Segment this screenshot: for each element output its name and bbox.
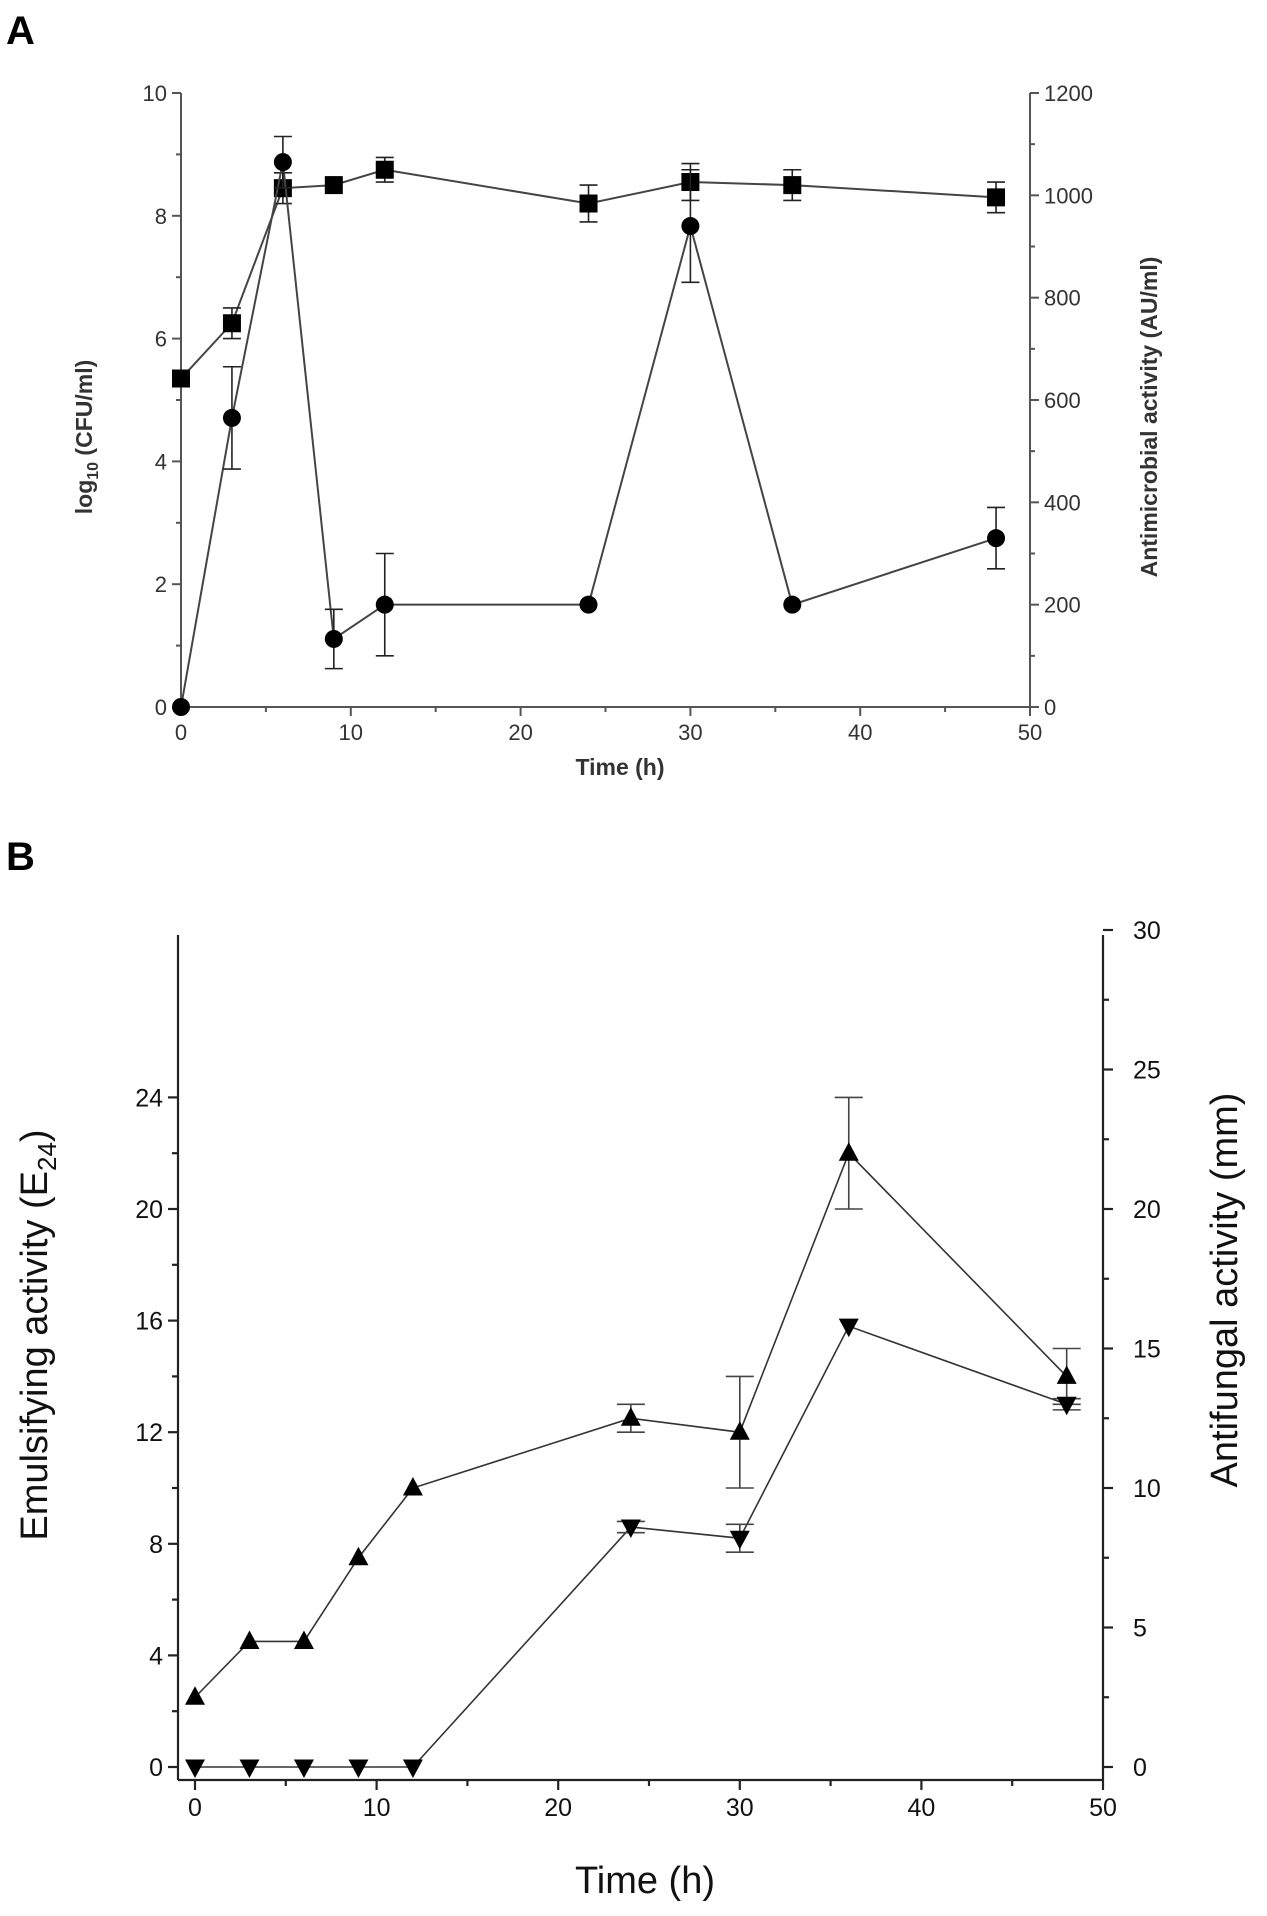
x-tick-label: 30 — [726, 1794, 754, 1822]
x-tick-label: 40 — [907, 1794, 935, 1822]
y-tick-label-right: 600 — [1044, 388, 1081, 413]
y-tick-label-left: 24 — [135, 1084, 163, 1112]
y-tick-label-right: 15 — [1133, 1336, 1161, 1364]
y-tick-label-right: 400 — [1044, 490, 1081, 515]
data-point-triangle-down — [239, 1759, 260, 1778]
data-point-circle — [783, 595, 802, 614]
y-tick-label-right: 1000 — [1044, 183, 1093, 208]
data-point-square — [375, 160, 394, 179]
data-point-circle — [987, 529, 1006, 548]
chart-b-ylabel-part: ) — [14, 1129, 56, 1142]
data-point-triangle-down — [293, 1759, 314, 1778]
data-point-square — [987, 188, 1006, 207]
data-point-square — [579, 194, 598, 213]
data-point-triangle-up — [239, 1630, 260, 1649]
chart-b-ylabel-subscript: 24 — [32, 1142, 62, 1171]
y-tick-label-right: 20 — [1133, 1196, 1161, 1224]
chart-b: 0 10 20 30 40 50 0 4 8 12 16 20 24 0 5 10 15 20 25 30 — [135, 917, 1161, 1822]
y-tick-label-right: 200 — [1044, 593, 1081, 618]
data-point-triangle-up — [402, 1477, 423, 1496]
x-tick-label: 50 — [1089, 1794, 1117, 1822]
y-tick-label-left: 0 — [149, 1754, 163, 1782]
x-tick-label: 40 — [848, 720, 872, 745]
chart-a-y2label: Antimicrobial activity (AU/ml) — [1136, 257, 1162, 578]
x-tick-label: 0 — [175, 720, 187, 745]
y-tick-label-right: 5 — [1133, 1615, 1147, 1643]
y-tick-label-right: 0 — [1133, 1754, 1147, 1782]
data-point-triangle-down — [348, 1759, 369, 1778]
chart-a-ylabel-part: (CFU/ml) — [71, 360, 97, 462]
chart-a-ylabel: log10 (CFU/ml) — [71, 360, 102, 515]
chart-b-xlabel: Time (h) — [575, 1860, 715, 1902]
y-tick-label-right: 10 — [1133, 1475, 1161, 1503]
x-tick-label: 30 — [678, 720, 702, 745]
data-point-triangle-up — [620, 1407, 641, 1426]
chart-a-xlabel: Time (h) — [575, 754, 664, 780]
y-tick-label-left: 4 — [155, 449, 167, 474]
data-point-triangle-down — [185, 1759, 205, 1778]
chart-b-ylabel: Emulsifying activity (E24) — [14, 1129, 62, 1540]
data-point-circle — [222, 408, 241, 427]
data-point-circle — [324, 629, 343, 648]
chart-a-ylabel-part: log — [71, 480, 97, 515]
data-point-triangle-up — [1056, 1365, 1077, 1384]
y-tick-label-right: 800 — [1044, 286, 1081, 311]
data-point-square — [172, 369, 190, 388]
chart-b-y2label: Antifungal activity (mm) — [1204, 1093, 1246, 1488]
y-tick-label-right: 30 — [1133, 917, 1161, 945]
data-point-triangle-up — [348, 1546, 369, 1566]
data-point-triangle-up — [838, 1142, 859, 1161]
y-tick-label-left: 4 — [149, 1642, 163, 1670]
x-tick-label: 0 — [188, 1794, 202, 1822]
y-tick-label-left: 12 — [135, 1419, 163, 1447]
y-tick-label-right: 25 — [1133, 1057, 1161, 1085]
chart-a-ylabel-subscript: 10 — [85, 462, 102, 480]
data-point-circle — [375, 595, 394, 614]
y-tick-label-right: 0 — [1044, 695, 1056, 720]
data-point-circle — [579, 595, 598, 614]
data-point-circle — [273, 153, 292, 172]
panel-letter-b: B — [6, 835, 35, 879]
x-tick-label: 20 — [508, 720, 532, 745]
series-line-circle — [180, 161, 997, 708]
x-tick-label: 50 — [1018, 720, 1042, 745]
panel-letter-a: A — [6, 9, 35, 53]
y-tick-label-left: 10 — [143, 81, 167, 106]
data-point-triangle-up — [185, 1686, 205, 1705]
data-point-circle — [172, 698, 190, 716]
data-point-triangle-up — [293, 1630, 314, 1649]
data-point-triangle-down — [729, 1530, 750, 1550]
x-tick-label: 20 — [544, 1794, 572, 1822]
x-tick-label: 10 — [339, 720, 363, 745]
y-tick-label-left: 8 — [149, 1531, 163, 1559]
y-tick-label-left: 8 — [155, 204, 167, 229]
data-point-square — [783, 176, 802, 195]
data-point-square — [222, 314, 241, 333]
data-point-triangle-down — [620, 1519, 641, 1539]
y-tick-label-left: 0 — [155, 695, 167, 720]
data-point-triangle-down — [1056, 1396, 1077, 1416]
data-point-square — [324, 176, 343, 195]
data-point-triangle-down — [402, 1759, 423, 1778]
y-tick-label-left: 6 — [155, 327, 167, 352]
data-point-triangle-down — [838, 1318, 859, 1338]
series-line-triangle-down — [195, 1325, 1067, 1768]
x-tick-label: 10 — [363, 1794, 391, 1822]
chart-b-ylabel-part: Emulsifying activity (E — [14, 1171, 56, 1541]
y-tick-label-left: 16 — [135, 1308, 163, 1336]
y-tick-label-left: 20 — [135, 1196, 163, 1224]
y-tick-label-left: 2 — [155, 572, 167, 597]
y-tick-label-right: 1200 — [1044, 81, 1093, 106]
data-point-circle — [681, 217, 700, 236]
data-point-triangle-up — [729, 1421, 750, 1440]
